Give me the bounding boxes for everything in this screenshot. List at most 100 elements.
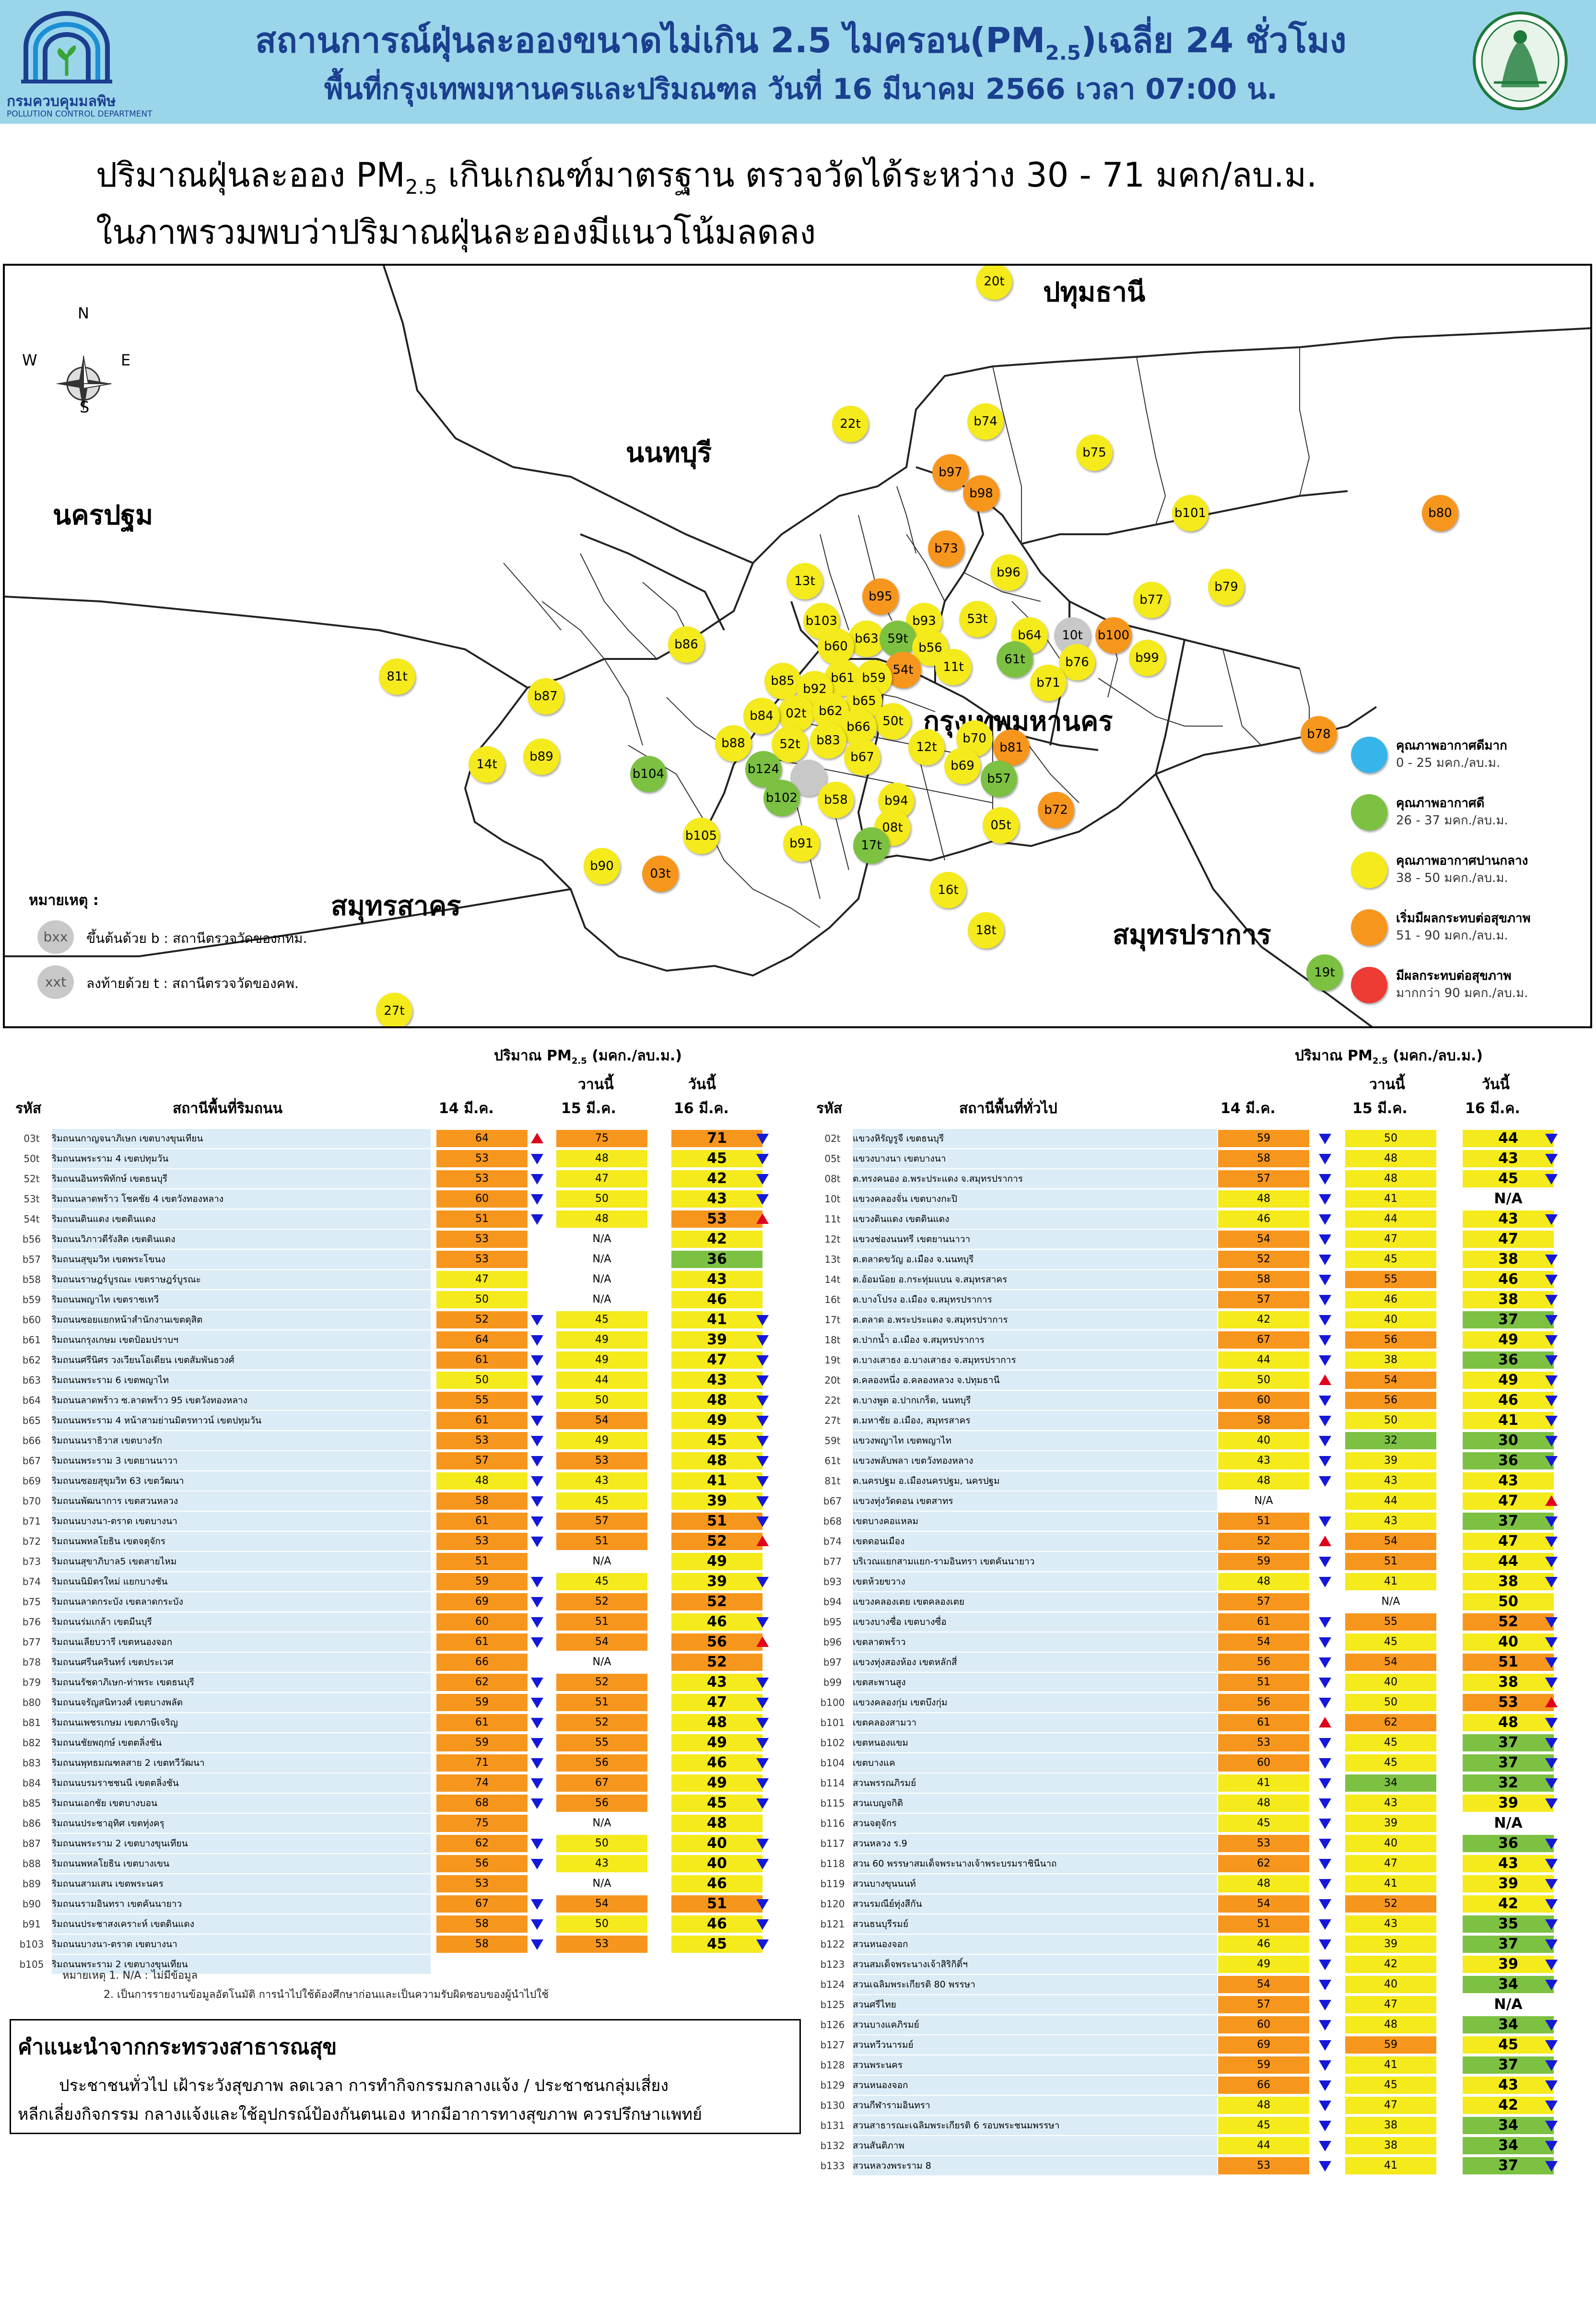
pm25-value-14: 57 xyxy=(1218,1996,1309,2013)
station-code: b61 xyxy=(22,1334,41,1346)
station-name: สวนหนองจอก xyxy=(853,1935,1217,1954)
col-today-header: วันนี้ xyxy=(1482,1076,1510,1093)
trend-down-icon xyxy=(1545,1355,1558,1366)
pm25-value-15: 41 xyxy=(1345,1875,1436,1892)
station-name: ต.ปากน้ำ อ.เมือง จ.สมุทรปราการ xyxy=(853,1330,1217,1350)
table-row: b65 ริมถนนพระราม 4 หน้าสามย่านมิตรทาวน์ เ… xyxy=(14,1411,801,1430)
trend-down-icon xyxy=(531,1496,543,1507)
trend-down-icon xyxy=(531,1577,543,1587)
pm25-value-14: 61 xyxy=(436,1412,528,1429)
pm25-value-15: 57 xyxy=(556,1513,647,1530)
station-marker-b77: b77 xyxy=(1133,582,1170,618)
pm25-value-15: 45 xyxy=(1345,2077,1436,2094)
pm25-value-16: 44 xyxy=(1463,1130,1554,1147)
station-code: 11t xyxy=(824,1213,841,1225)
station-code: b133 xyxy=(820,2160,845,2172)
table-footnotes: หมายเหตุ 1. N/A : ไม่มีข้อมูล 2. เป็นการ… xyxy=(62,1966,549,2005)
trend-down-icon xyxy=(756,1698,769,1708)
station-marker-14t: 14t xyxy=(469,746,505,783)
station-marker-b67: b67 xyxy=(844,739,880,775)
station-marker-b90: b90 xyxy=(584,848,620,884)
station-name: ริมถนนประชาสงเคราะห์ เขตดินแดง xyxy=(52,1914,431,1934)
pm25-value-16: 38 xyxy=(1463,1291,1554,1308)
trend-down-icon xyxy=(531,1194,543,1205)
pm25-value-15: 40 xyxy=(1345,1976,1436,1993)
pm25-value-15: 48 xyxy=(1345,1170,1436,1187)
station-code: b119 xyxy=(820,1878,845,1890)
station-name: ริมถนนลาดกระบัง เขตลาดกระบัง xyxy=(52,1592,431,1611)
station-marker-59t: 59t xyxy=(880,621,916,657)
pm25-value-15: 56 xyxy=(556,1754,647,1772)
pm25-value-15: 38 xyxy=(1345,2137,1436,2154)
trend-down-icon xyxy=(531,1899,543,1910)
station-code: b93 xyxy=(823,1576,842,1587)
station-code: b70 xyxy=(22,1495,41,1507)
station-marker-18t: 18t xyxy=(968,912,1004,949)
station-code: b84 xyxy=(22,1777,41,1789)
trend-down-icon xyxy=(1319,1557,1331,1567)
table-row: b129 สวนหนองจอก 66 45 43 xyxy=(815,2076,1592,2095)
trend-down-icon xyxy=(531,1859,543,1869)
trend-down-icon xyxy=(1545,1396,1558,1406)
table-row: b64 ริมถนนลาดพร้าว ซ.ลาดพร้าว 95 เขตวังทอ… xyxy=(14,1391,801,1410)
pm25-value-14: 48 xyxy=(1218,1875,1309,1892)
trend-down-icon xyxy=(531,1416,543,1426)
report-header: กรมควบคุมมลพิษ POLLUTION CONTROL DEPARTM… xyxy=(0,0,1596,124)
trend-down-icon xyxy=(756,1154,769,1164)
pm25-value-15: 44 xyxy=(1345,1210,1436,1228)
station-name: ต.บางเสาธง อ.บางเสาธง จ.สมุทรปราการ xyxy=(853,1351,1217,1370)
pm25-value-16: 39 xyxy=(1463,1795,1554,1812)
station-name: ริมถนนกาญจนาภิเษก เขตบางขุนเทียน xyxy=(52,1129,431,1148)
table-row: b70 ริมถนนพัฒนาการ เขตสวนหลวง 58 45 39 xyxy=(14,1492,801,1511)
trend-down-icon xyxy=(756,1516,769,1527)
trend-down-icon xyxy=(1545,2101,1558,2111)
pm25-value-15: N/A xyxy=(556,1654,647,1671)
station-name: ริมถนนร่มเกล้า เขตมีนบุรี xyxy=(52,1612,431,1632)
station-code: 17t xyxy=(824,1314,841,1326)
table-row: b69 ริมถนนซอยสุขุมวิท 63 เขตวัฒนา 48 43 41 xyxy=(14,1471,801,1491)
trend-down-icon xyxy=(1319,2161,1331,2172)
pm25-value-15: 48 xyxy=(556,1150,647,1167)
pm25-value-16: 45 xyxy=(1463,2036,1554,2054)
trend-down-icon xyxy=(531,1315,543,1326)
pm25-value-16: 47 xyxy=(1463,1533,1554,1550)
trend-down-icon xyxy=(1319,1657,1331,1668)
trend-down-icon xyxy=(756,1375,769,1386)
pm25-value-15: 43 xyxy=(556,1855,647,1872)
pm25-value-15: 50 xyxy=(556,1190,647,1208)
pm25-value-14: 67 xyxy=(436,1895,528,1913)
bma-seal-icon xyxy=(1473,12,1568,110)
pcd-logo: กรมควบคุมมลพิษ POLLUTION CONTROL DEPARTM… xyxy=(7,5,153,120)
pm25-value-14: 61 xyxy=(1218,1714,1309,1731)
station-marker-12t: 12t xyxy=(908,729,945,765)
compass-icon xyxy=(56,355,112,411)
pm25-value-15: 54 xyxy=(556,1633,647,1651)
trend-down-icon xyxy=(531,1456,543,1467)
pm25-value-15: 45 xyxy=(1345,1754,1436,1772)
station-marker-b79: b79 xyxy=(1208,569,1244,605)
trend-down-icon xyxy=(1319,1234,1331,1245)
table-row: b74 ริมถนนนิมิตรใหม่ แยกบางชัน 59 45 39 xyxy=(14,1572,801,1591)
table-row: b82 ริมถนนชัยพฤกษ์ เขตตลิ่งชัน 59 55 49 xyxy=(14,1733,801,1752)
table-row: 13t ต.ตลาดขวัญ อ.เมือง จ.นนทบุรี 52 45 38 xyxy=(815,1250,1592,1269)
station-code: b130 xyxy=(820,2100,845,2111)
station-code: b74 xyxy=(22,1576,41,1587)
station-name: สวนศรีไทย xyxy=(853,1995,1217,2014)
table-row: b115 สวนเบญจกิติ 48 43 39 xyxy=(815,1794,1592,1813)
pm25-value-14: 71 xyxy=(436,1754,528,1772)
station-code: b94 xyxy=(823,1596,842,1608)
pm25-value-15: 50 xyxy=(556,1835,647,1852)
pm25-value-16: 40 xyxy=(1463,1633,1554,1651)
col-d15-header: 15 มี.ค. xyxy=(1352,1100,1408,1117)
trend-down-icon xyxy=(1545,1617,1558,1628)
pm25-value-16: 40 xyxy=(671,1835,763,1852)
station-code: b81 xyxy=(22,1717,41,1728)
trend-down-icon xyxy=(1545,1436,1558,1446)
trend-down-icon xyxy=(531,1396,543,1406)
pm25-value-15 xyxy=(556,1956,647,1973)
trend-down-icon xyxy=(1319,1516,1331,1527)
map-notes: หมายเหตุ : bxx ขึ้นต้นด้วย b : สถานีตรวจ… xyxy=(29,889,326,1002)
trend-down-icon xyxy=(1545,1214,1558,1225)
station-name: สวนพรรณภิรมย์ xyxy=(853,1773,1217,1793)
trend-down-icon xyxy=(756,1456,769,1467)
